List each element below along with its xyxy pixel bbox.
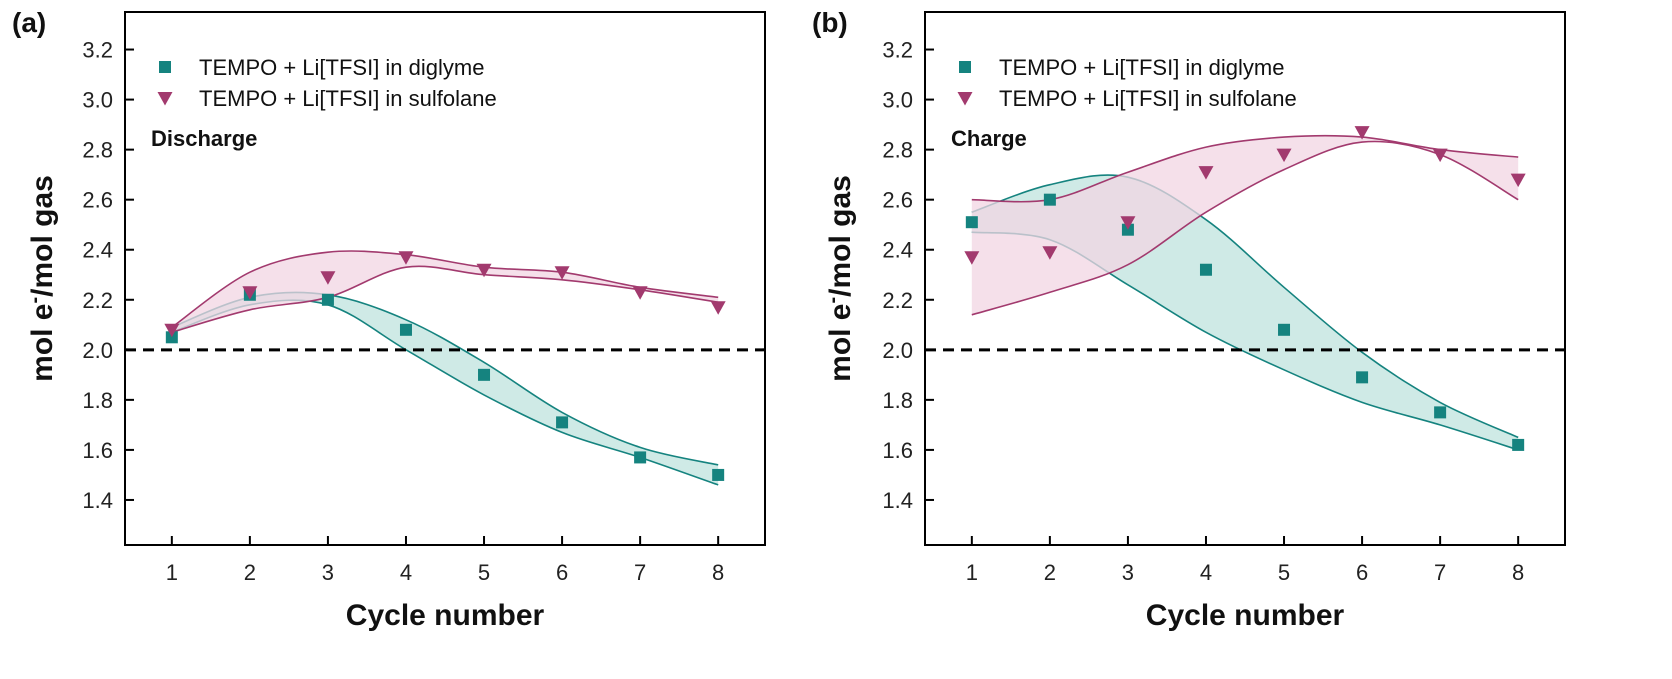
x-tick-label: 1 [966,560,978,585]
legend-marker-triangle [157,92,173,106]
x-tick-label: 7 [1434,560,1446,585]
data-point-square [634,451,647,464]
data-point-triangle [554,266,570,280]
legend-marker-triangle [957,92,973,106]
band-lower-line-series-2 [171,265,719,334]
data-point-square [712,468,725,481]
x-tick-label: 4 [1200,560,1212,585]
data-point-square [165,331,178,344]
data-point-triangle [1276,148,1292,163]
x-tick-label: 1 [166,560,178,585]
data-point-triangle [398,251,414,265]
x-tick-label: 3 [1122,560,1134,585]
data-point-triangle [964,251,980,265]
band-upper-line-series-1 [171,291,719,466]
y-tick-label: 2.4 [82,238,113,263]
legend-label-series-2: TEMPO + Li[TFSI] in sulfolane [199,86,497,111]
legend-marker-square [159,61,171,73]
y-tick-label: 3.2 [882,38,913,63]
y-tick-label: 2.2 [882,288,913,313]
data-point-triangle [1510,173,1526,188]
y-tick-label: 2.4 [882,238,913,263]
y-tick-label: 1.8 [82,388,113,413]
band-upper-line-series-2 [171,250,719,328]
data-point-triangle [1042,246,1058,260]
data-point-square [1121,223,1134,236]
data-point-square [1434,406,1447,419]
legend-label-series-1: TEMPO + Li[TFSI] in diglyme [999,55,1284,80]
y-tick-label: 2.8 [82,138,113,163]
data-point-square [965,216,978,229]
y-tick-label: 2.6 [82,188,113,213]
panel-annotation: Charge [951,126,1027,151]
y-tick-label: 2.2 [82,288,113,313]
confidence-band-series-2 [971,135,1519,315]
legend-marker-square [959,61,971,73]
band-lower-line-series-2 [971,140,1519,316]
data-point-triangle [710,301,726,315]
data-point-square [321,293,334,306]
data-point-square [556,416,569,429]
x-axis-title: Cycle number [346,599,545,632]
data-point-triangle [632,286,648,300]
y-tick-label: 3.0 [82,88,113,113]
data-point-triangle [242,286,258,300]
y-tick-label: 2.0 [82,338,113,363]
y-tick-label: 3.2 [82,38,113,63]
y-tick-label: 2.8 [882,138,913,163]
data-point-square [1278,323,1291,336]
plot-frame [924,11,1566,546]
y-axis-title: mol e-/mol gas [24,175,59,382]
data-point-triangle [1354,126,1370,140]
panel-label: (a) [12,7,46,38]
data-point-square [1512,438,1525,451]
y-axis-title: mol e-/mol gas [822,175,857,382]
data-point-square [399,323,412,336]
y-tick-label: 3.0 [882,88,913,113]
data-point-square [1043,193,1056,206]
legend-label-series-2: TEMPO + Li[TFSI] in sulfolane [999,86,1297,111]
data-point-triangle [1432,148,1448,163]
y-tick-label: 1.4 [82,488,113,513]
chart-panel-a: (a) 1.4 1.6 1.8 2.0 2.2 2.4 2.6 2.8 3.0 3.2 1 2 3 4 5 6 7… [12,7,766,632]
y-tick-label: 2.0 [882,338,913,363]
legend-label-series-1: TEMPO + Li[TFSI] in diglyme [199,55,484,80]
y-tick-label: 1.8 [882,388,913,413]
x-tick-label: 6 [1356,560,1368,585]
confidence-band-series-2 [171,250,719,333]
x-tick-label: 2 [1044,560,1056,585]
x-tick-label: 4 [400,560,412,585]
data-point-triangle [476,263,492,278]
x-tick-label: 6 [556,560,568,585]
plot-frame [124,11,766,546]
confidence-band-series-1 [171,292,719,485]
y-tick-label: 1.6 [82,438,113,463]
data-point-triangle [164,323,180,338]
x-axis-title: Cycle number [1146,599,1345,632]
data-point-square [1199,263,1212,276]
data-point-square [478,368,491,381]
data-point-triangle [1120,216,1136,230]
x-tick-label: 5 [478,560,490,585]
data-point-triangle [320,271,336,285]
panel-label: (b) [812,7,848,38]
x-tick-label: 8 [1512,560,1524,585]
y-tick-label: 1.4 [882,488,913,513]
x-tick-label: 3 [322,560,334,585]
band-upper-line-series-2 [971,134,1519,203]
data-point-triangle [1198,166,1214,180]
data-point-square [1356,371,1369,384]
x-tick-label: 5 [1278,560,1290,585]
panel-annotation: Discharge [151,126,257,151]
x-tick-label: 7 [634,560,646,585]
band-upper-line-series-1 [971,174,1519,439]
y-tick-label: 1.6 [882,438,913,463]
x-tick-label: 8 [712,560,724,585]
x-tick-label: 2 [244,560,256,585]
chart-panel-b: (b) 1.4 1.6 1.8 2.0 2.2 2.4 2.6 2.8 3.0 3.2 1 2 3 4 5 6 7… [812,7,1566,632]
y-tick-label: 2.6 [882,188,913,213]
